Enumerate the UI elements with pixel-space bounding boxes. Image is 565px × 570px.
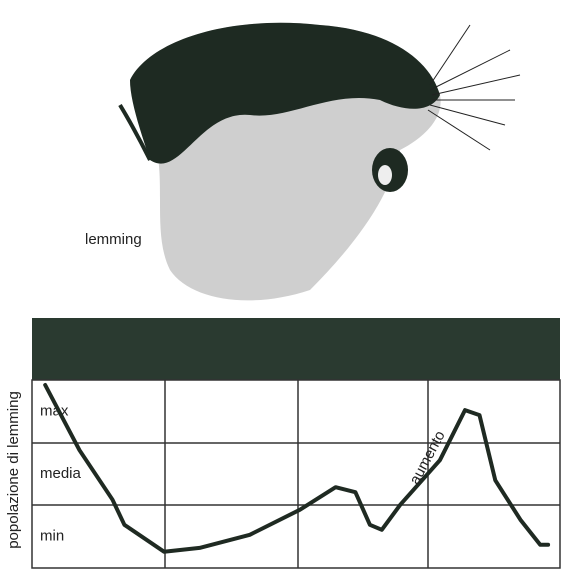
plot-frame xyxy=(32,380,560,568)
y-axis-label: popolazione di lemming xyxy=(5,391,22,549)
lemming-illustration: lemming xyxy=(85,23,520,301)
header-band xyxy=(32,318,560,380)
y-tick-label: min xyxy=(40,528,64,545)
illustration-label: lemming xyxy=(85,231,142,248)
y-tick-label: media xyxy=(40,465,82,482)
population-line xyxy=(45,385,548,552)
page: lemming popolazione di lemming minmediam… xyxy=(0,0,565,570)
